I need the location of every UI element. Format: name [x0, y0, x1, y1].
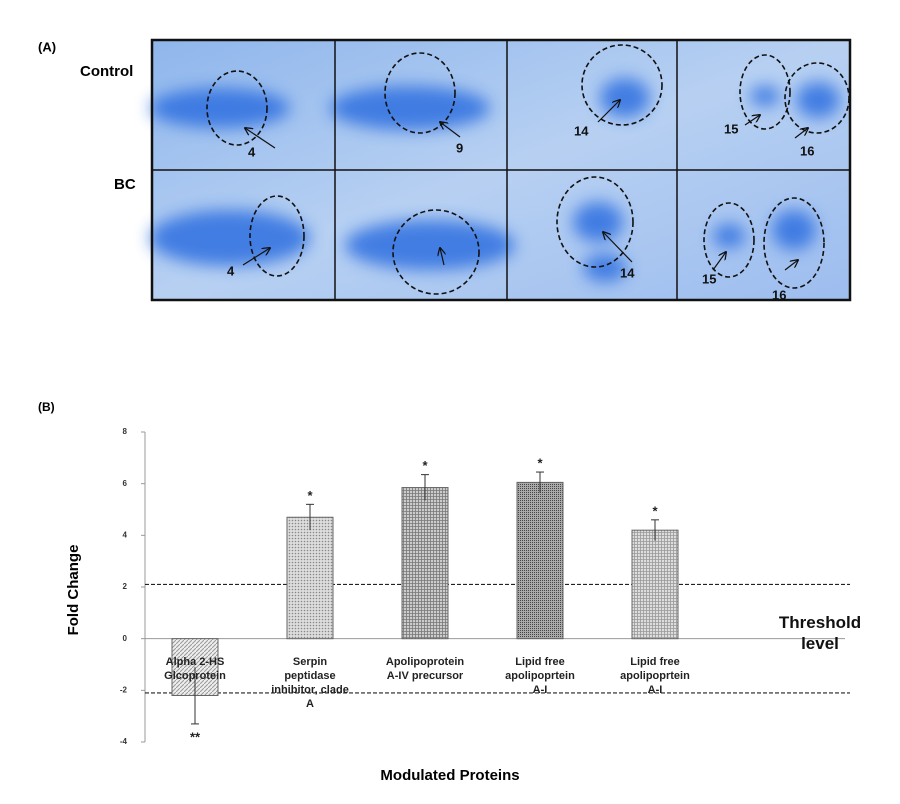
- spot-label: 16: [800, 143, 814, 158]
- significance: *: [537, 455, 543, 470]
- row-label: BC: [114, 176, 136, 193]
- y-tick-label: -2: [120, 685, 128, 694]
- bar: [286, 516, 334, 640]
- spot-label: 16: [772, 287, 786, 302]
- x-tick-label: Apolipoprotein A-IV precursor: [385, 656, 465, 682]
- x-axis-title: Modulated Proteins: [380, 767, 519, 784]
- threshold-label: Threshold level: [778, 613, 862, 653]
- x-tick-label: Lipid free apolipoprtein A-I: [620, 656, 690, 696]
- y-tick-label: 8: [123, 427, 128, 436]
- arrows: [242, 100, 808, 271]
- bar: [401, 487, 449, 640]
- y-tick-label: 2: [123, 582, 128, 591]
- spot-label: 4: [248, 144, 256, 159]
- spot-label: 9: [456, 140, 463, 155]
- bar: [516, 481, 564, 640]
- panel-label: (B): [38, 400, 55, 414]
- spot-label: 15: [702, 271, 716, 286]
- x-tick-label: Lipid free apolipoprtein A-I: [505, 656, 575, 696]
- row-label: Control: [80, 63, 133, 80]
- x-tick-label: Alpha 2-HS Glcoprotein: [164, 656, 226, 682]
- y-tick-label: 6: [123, 479, 128, 488]
- panel-label: (A): [38, 39, 56, 54]
- panel-a: (A) Control BC: [38, 38, 852, 302]
- y-tick-label: 0: [123, 634, 128, 643]
- significance: **: [190, 729, 201, 744]
- spot-label: 15: [724, 121, 738, 136]
- x-tick-label: Serpin peptidase inhibitor, clade A: [271, 656, 349, 710]
- y-axis-title: Fold Change: [65, 545, 82, 636]
- significance: *: [652, 503, 658, 518]
- spot-circles: [206, 44, 850, 295]
- bar: [631, 529, 679, 640]
- significance: *: [307, 488, 313, 503]
- y-tick-label: -4: [120, 737, 128, 746]
- spot-label: 14: [620, 265, 635, 280]
- gel-grid: [150, 38, 852, 302]
- spot-labels: 4 9 14 15 16 4 14 15 16: [227, 121, 814, 302]
- spot-label: 4: [227, 263, 235, 278]
- y-tick-label: 4: [123, 530, 128, 539]
- significance: *: [422, 458, 428, 473]
- spot-label: 14: [574, 123, 589, 138]
